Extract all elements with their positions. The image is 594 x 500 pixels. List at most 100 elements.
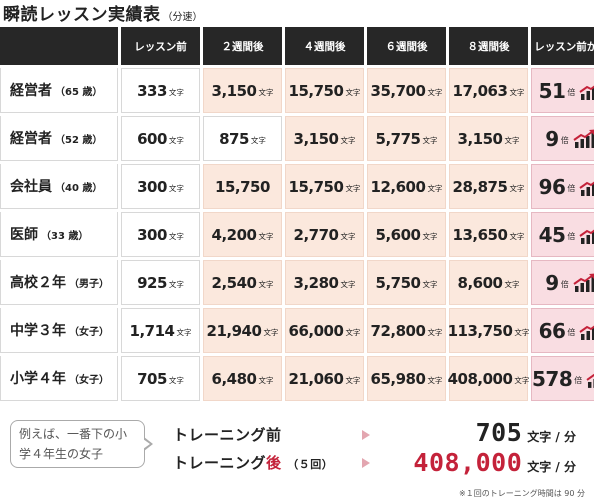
- cell-week6-value: 12,600: [370, 177, 426, 196]
- cell-week4-value: 2,770: [293, 225, 339, 244]
- cell-week4-unit: 文字: [345, 328, 361, 337]
- after-label: トレーニング後 （５回）: [173, 452, 333, 473]
- cell-week8: 408,000 文字: [448, 356, 530, 401]
- row-label-text: 経営者: [10, 131, 52, 147]
- cell-week6-value: 5,600: [375, 225, 421, 244]
- cell-ratio: 51 倍: [531, 68, 594, 113]
- row-label-text: 会社員: [10, 179, 52, 195]
- arrow-right-icon: [362, 458, 370, 468]
- cell-week6-value: 5,750: [375, 273, 421, 292]
- cell-week8-unit: 文字: [514, 376, 530, 385]
- cell-week8-value: 3,150: [457, 129, 503, 148]
- cell-before-unit: 文字: [168, 88, 184, 97]
- cell-ratio-unit: 倍: [567, 88, 576, 97]
- cell-week2-unit: 文字: [258, 232, 274, 241]
- header-ratio: レッスン前から: [531, 27, 594, 65]
- cell-before-value: 705: [137, 369, 167, 388]
- cell-week6: 65,980 文字: [367, 356, 446, 401]
- cell-ratio-value: 578: [532, 366, 573, 391]
- rising-bar-chart-icon: [586, 373, 594, 388]
- row-label-tag: （女子）: [69, 374, 109, 386]
- rising-bar-chart-icon: [573, 129, 594, 148]
- cell-week4: 15,750 文字: [285, 164, 364, 209]
- cell-week4-value: 15,750: [288, 81, 344, 100]
- cell-ratio-unit: 倍: [560, 280, 569, 289]
- cell-week6: 35,700 文字: [367, 68, 446, 113]
- rising-bar-chart-icon: [579, 325, 594, 340]
- cell-week2: 875 文字: [203, 116, 282, 161]
- cell-week4: 66,000 文字: [285, 308, 364, 353]
- cell-week8-unit: 文字: [509, 184, 525, 193]
- cell-week8: 28,875 文字: [449, 164, 528, 209]
- cell-week8-unit: 文字: [509, 88, 525, 97]
- row-label-tag: （52 歳）: [55, 134, 103, 146]
- cell-week8-unit: 文字: [509, 232, 525, 241]
- row-label: 中学３年 （女子）: [0, 308, 118, 353]
- example-note-text: 例えば、一番下の小学４年生の女子: [19, 427, 128, 461]
- cell-week2-value: 875: [219, 129, 249, 148]
- cell-week2: 3,150 文字: [203, 68, 282, 113]
- cell-week8-value: 113,750: [447, 321, 513, 340]
- row-label-text: 経営者: [10, 83, 52, 99]
- cell-before: 300 文字: [121, 212, 200, 257]
- after-number: 408,000: [413, 448, 523, 477]
- cell-week2-value: 6,480: [211, 369, 257, 388]
- cell-week8-unit: 文字: [514, 328, 530, 337]
- cell-week8-unit: 文字: [504, 136, 520, 145]
- cell-ratio-unit: 倍: [574, 376, 583, 385]
- cell-week8: 3,150 文字: [449, 116, 528, 161]
- cell-week2-value: 2,540: [211, 273, 257, 292]
- cell-week6-unit: 文字: [427, 376, 443, 385]
- cell-week2-unit: 文字: [263, 328, 279, 337]
- cell-before: 600 文字: [121, 116, 200, 161]
- cell-before: 300 文字: [121, 164, 200, 209]
- cell-ratio-unit: 倍: [567, 184, 576, 193]
- cell-week6: 5,750 文字: [367, 260, 446, 305]
- cell-week8-value: 28,875: [452, 177, 508, 196]
- cell-before-value: 300: [137, 177, 167, 196]
- cell-week6-unit: 文字: [422, 280, 438, 289]
- row-label: 小学４年 （女子）: [0, 356, 118, 401]
- rising-bar-chart-icon: [579, 181, 594, 196]
- cell-week2-unit: 文字: [258, 88, 274, 97]
- after-value: 408,000 文字 / 分: [413, 448, 576, 477]
- cell-week4-unit: 文字: [340, 232, 356, 241]
- row-label: 経営者 （65 歳）: [0, 68, 118, 113]
- before-number: 705: [475, 418, 523, 447]
- example-note: 例えば、一番下の小学４年生の女子: [10, 420, 153, 468]
- header-week6: ６週間後: [367, 27, 446, 65]
- cell-week8: 17,063 文字: [449, 68, 528, 113]
- row-label-tag: （65 歳）: [55, 86, 103, 98]
- cell-ratio-value: 96: [538, 174, 566, 199]
- cell-week2: 6,480 文字: [203, 356, 282, 401]
- cell-ratio-unit: 倍: [560, 136, 569, 145]
- cell-week4-value: 3,150: [293, 129, 339, 148]
- title-main: 瞬読レッスン実績表: [3, 5, 161, 25]
- row-label-tag: （男子）: [69, 278, 109, 290]
- cell-week8: 8,600 文字: [449, 260, 528, 305]
- cell-before-value: 333: [137, 81, 167, 100]
- cell-week6-value: 35,700: [370, 81, 426, 100]
- results-table: レッスン前 ２週間後 ４週間後 ６週間後 ８週間後 レッスン前から 経営者（65…: [0, 27, 594, 403]
- row-label-text: 高校２年: [10, 275, 66, 291]
- cell-week6: 72,800 文字: [367, 308, 446, 353]
- cell-week6: 5,600 文字: [367, 212, 446, 257]
- cell-week4: 3,280 文字: [285, 260, 364, 305]
- cell-before-value: 600: [137, 129, 167, 148]
- cell-ratio-value: 66: [538, 318, 566, 343]
- row-label-text: 小学４年: [10, 371, 66, 387]
- cell-week6-unit: 文字: [422, 136, 438, 145]
- after-label-red: 後: [266, 454, 282, 472]
- cell-week6-value: 72,800: [370, 321, 426, 340]
- cell-ratio-value: 9: [545, 126, 559, 151]
- before-label: トレーニング前: [173, 426, 282, 444]
- header-before: レッスン前: [121, 27, 200, 65]
- cell-week4-value: 3,280: [293, 273, 339, 292]
- row-label: 高校２年 （男子）: [0, 260, 118, 305]
- row-label: 経営者 （52 歳）: [0, 116, 118, 161]
- cell-ratio: 96 倍: [531, 164, 594, 209]
- row-label-tag: （女子）: [69, 326, 109, 338]
- cell-week2-value: 21,940: [206, 321, 262, 340]
- before-value: 705 文字 / 分: [476, 418, 576, 447]
